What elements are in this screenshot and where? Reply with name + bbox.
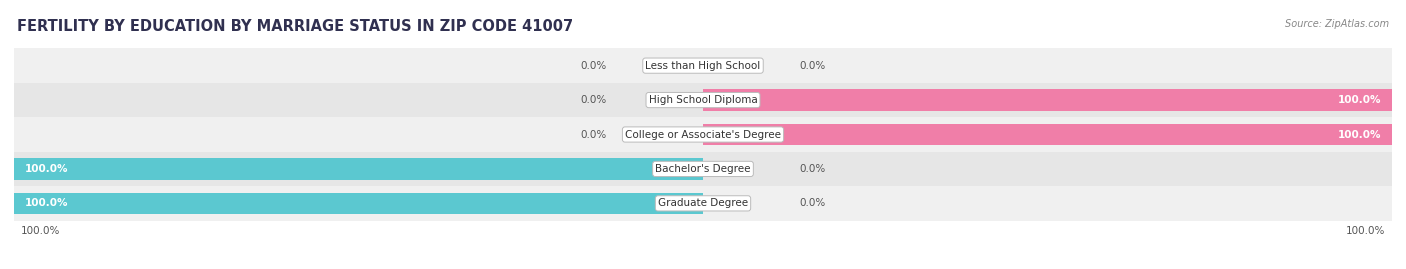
Text: 0.0%: 0.0% <box>800 198 825 208</box>
Text: 0.0%: 0.0% <box>581 61 606 71</box>
Text: 100.0%: 100.0% <box>24 164 67 174</box>
Bar <box>14 186 1392 221</box>
Text: 0.0%: 0.0% <box>800 61 825 71</box>
Text: 0.0%: 0.0% <box>581 95 606 105</box>
Bar <box>703 124 1392 145</box>
Bar <box>14 83 1392 117</box>
Text: Source: ZipAtlas.com: Source: ZipAtlas.com <box>1285 19 1389 29</box>
Text: College or Associate's Degree: College or Associate's Degree <box>626 129 780 140</box>
Text: Less than High School: Less than High School <box>645 61 761 71</box>
Text: High School Diploma: High School Diploma <box>648 95 758 105</box>
Bar <box>14 152 1392 186</box>
Text: FERTILITY BY EDUCATION BY MARRIAGE STATUS IN ZIP CODE 41007: FERTILITY BY EDUCATION BY MARRIAGE STATU… <box>17 19 574 34</box>
Text: 100.0%: 100.0% <box>1339 95 1382 105</box>
Bar <box>14 158 703 180</box>
Text: 100.0%: 100.0% <box>1346 226 1385 236</box>
Text: 0.0%: 0.0% <box>581 129 606 140</box>
Text: Graduate Degree: Graduate Degree <box>658 198 748 208</box>
Text: Bachelor's Degree: Bachelor's Degree <box>655 164 751 174</box>
Bar <box>14 117 1392 152</box>
Bar <box>14 193 703 214</box>
Text: 0.0%: 0.0% <box>800 164 825 174</box>
Bar <box>703 89 1392 111</box>
Text: 100.0%: 100.0% <box>21 226 60 236</box>
Text: 100.0%: 100.0% <box>24 198 67 208</box>
Text: 100.0%: 100.0% <box>1339 129 1382 140</box>
Bar <box>14 48 1392 83</box>
